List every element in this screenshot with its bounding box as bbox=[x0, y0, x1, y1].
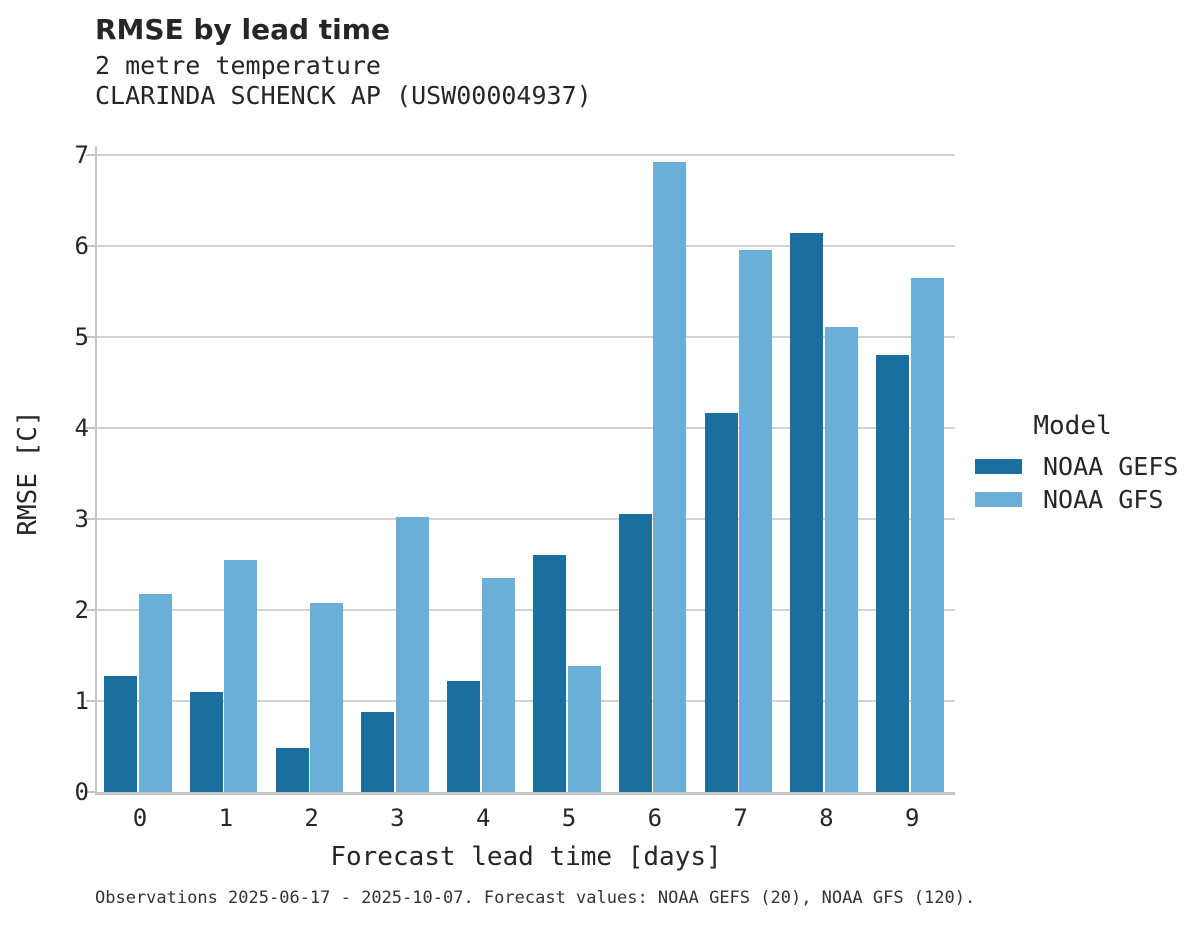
legend-label-gfs: NOAA GFS bbox=[1043, 485, 1164, 514]
x-tick-label-8: 8 bbox=[819, 804, 834, 832]
y-tick-label-3: 3 bbox=[74, 505, 89, 533]
bar-noaa-gfs-lead-5 bbox=[567, 666, 601, 792]
y-tick-label-5: 5 bbox=[74, 323, 89, 351]
bar-noaa-gefs-lead-2 bbox=[275, 748, 309, 792]
y-tick-mark-4 bbox=[86, 427, 95, 429]
bar-noaa-gefs-lead-7 bbox=[704, 413, 738, 792]
x-tick-label-9: 9 bbox=[904, 804, 920, 832]
gridline-y-4 bbox=[97, 427, 955, 429]
bar-noaa-gefs-lead-6 bbox=[618, 514, 652, 792]
gridline-y-5 bbox=[97, 336, 955, 338]
x-tick-label-4: 4 bbox=[475, 804, 491, 832]
legend: Model NOAA GEFS NOAA GFS bbox=[965, 412, 1180, 516]
bar-noaa-gfs-lead-1 bbox=[224, 559, 258, 792]
bar-noaa-gfs-lead-0 bbox=[138, 593, 172, 792]
y-tick-label-2: 2 bbox=[74, 596, 89, 624]
bar-noaa-gefs-lead-9 bbox=[876, 355, 910, 792]
y-tick-label-4: 4 bbox=[74, 414, 89, 442]
legend-entry-noaa-gefs: NOAA GEFS bbox=[965, 450, 1180, 483]
legend-swatch-gefs-icon bbox=[975, 459, 1022, 474]
caption: Observations 2025-06-17 - 2025-10-07. Fo… bbox=[95, 888, 976, 908]
x-tick-label-5: 5 bbox=[561, 804, 577, 832]
x-tick-label-1: 1 bbox=[218, 804, 234, 832]
x-tick-label-6: 6 bbox=[647, 804, 663, 832]
y-tick-mark-0 bbox=[86, 791, 95, 793]
legend-title: Model bbox=[1033, 411, 1112, 441]
bar-noaa-gfs-lead-2 bbox=[310, 602, 344, 792]
y-tick-label-7: 7 bbox=[74, 141, 89, 169]
legend-swatch-gfs-icon bbox=[975, 492, 1022, 507]
gridline-y-3 bbox=[97, 518, 955, 520]
y-tick-mark-3 bbox=[86, 518, 95, 520]
y-tick-label-6: 6 bbox=[74, 232, 89, 260]
chart-subtitle-station: CLARINDA SCHENCK AP (USW00004937) bbox=[95, 81, 592, 110]
bar-noaa-gefs-lead-1 bbox=[189, 691, 223, 792]
bar-noaa-gfs-lead-7 bbox=[739, 249, 773, 792]
y-tick-label-0: 0 bbox=[74, 778, 89, 806]
x-axis-spine bbox=[95, 792, 955, 795]
bar-noaa-gefs-lead-4 bbox=[447, 680, 481, 792]
x-tick-label-0: 0 bbox=[132, 804, 148, 832]
y-axis-spine bbox=[95, 146, 97, 794]
y-tick-mark-6 bbox=[86, 245, 95, 247]
bar-noaa-gefs-lead-3 bbox=[361, 711, 395, 792]
x-axis-title: Forecast lead time [days] bbox=[330, 842, 722, 872]
bar-noaa-gefs-lead-8 bbox=[790, 233, 824, 792]
y-tick-mark-1 bbox=[86, 700, 95, 702]
gridline-y-2 bbox=[97, 609, 955, 611]
bar-noaa-gfs-lead-4 bbox=[481, 578, 515, 792]
y-tick-label-1: 1 bbox=[74, 687, 89, 715]
y-axis-title: RMSE [C] bbox=[13, 410, 43, 536]
x-tick-label-3: 3 bbox=[390, 804, 405, 832]
bar-noaa-gfs-lead-9 bbox=[910, 277, 944, 792]
y-tick-mark-7 bbox=[86, 154, 95, 156]
gridline-y-7 bbox=[97, 154, 955, 156]
gridline-y-1 bbox=[97, 700, 955, 702]
bar-noaa-gfs-lead-3 bbox=[395, 517, 429, 792]
y-tick-mark-5 bbox=[86, 336, 95, 338]
gridline-y-6 bbox=[97, 245, 955, 247]
chart-subtitle-variable: 2 metre temperature bbox=[95, 51, 381, 80]
bar-noaa-gfs-lead-6 bbox=[653, 162, 687, 792]
legend-label-gefs: NOAA GEFS bbox=[1043, 452, 1179, 481]
legend-entry-noaa-gfs: NOAA GFS bbox=[965, 483, 1180, 516]
x-tick-label-7: 7 bbox=[733, 804, 748, 832]
y-tick-mark-2 bbox=[86, 609, 95, 611]
plot-area: 0 1 2 3 4 5 6 7 0 1 2 3 4 5 6 7 8 9 bbox=[75, 143, 955, 832]
chart-title: RMSE by lead time bbox=[95, 13, 390, 46]
bar-noaa-gefs-lead-5 bbox=[533, 554, 566, 792]
x-tick-label-2: 2 bbox=[304, 804, 319, 832]
bar-noaa-gefs-lead-0 bbox=[104, 675, 137, 792]
bar-noaa-gfs-lead-8 bbox=[824, 327, 858, 792]
